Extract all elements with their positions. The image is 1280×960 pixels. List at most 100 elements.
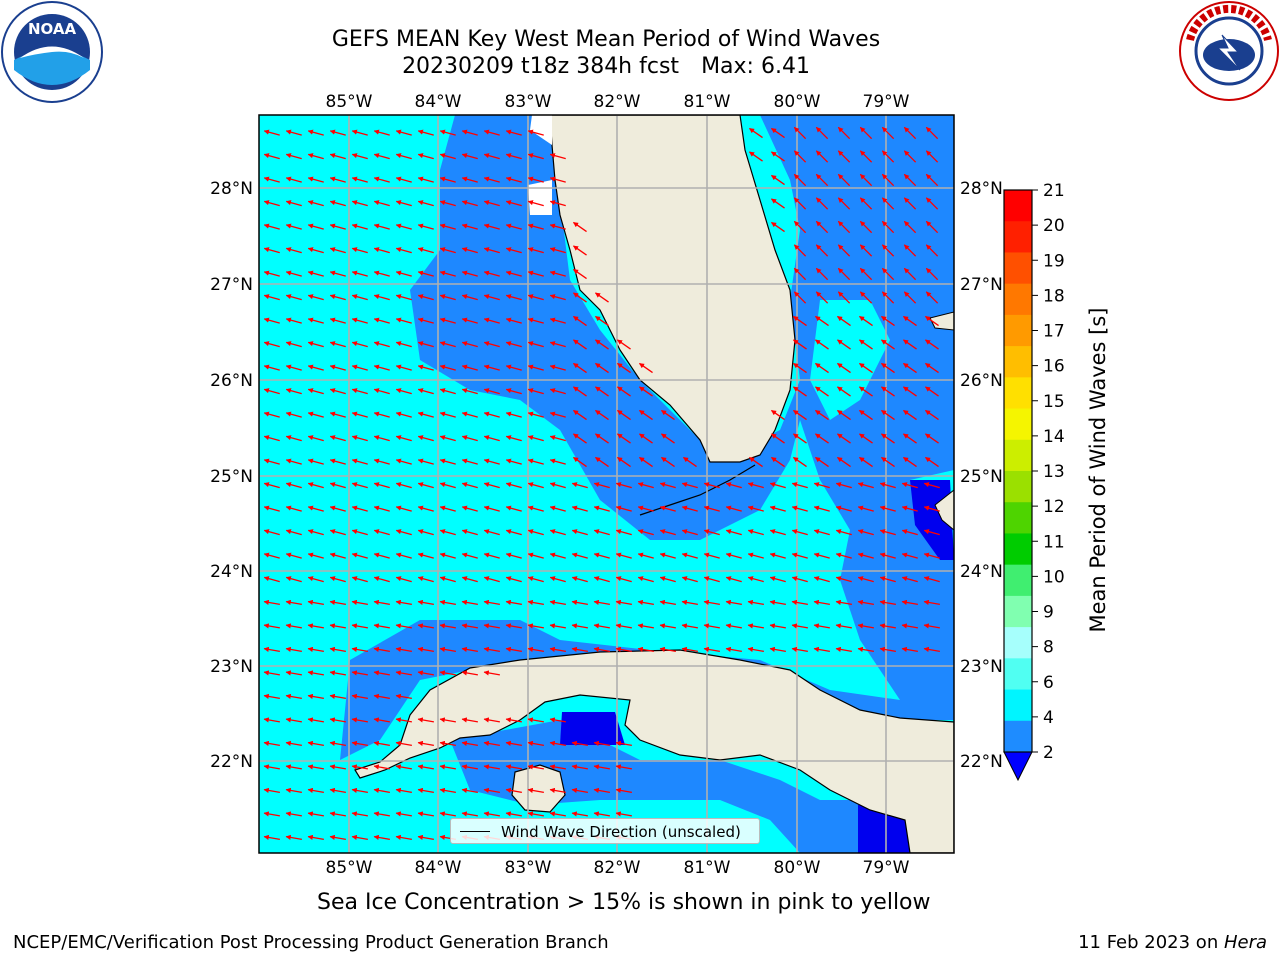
wind-wave-arrow <box>417 811 434 817</box>
wind-wave-arrow <box>859 409 873 421</box>
wind-wave-arrow <box>373 811 390 817</box>
wind-wave-arrow <box>747 576 764 583</box>
latitude-tick-label: 27°N <box>210 275 253 295</box>
wind-wave-arrow <box>373 646 390 653</box>
wind-wave-arrow <box>925 220 939 234</box>
wind-wave-arrow <box>417 834 434 841</box>
wind-wave-arrow <box>285 458 302 465</box>
wind-wave-arrow <box>351 294 368 301</box>
wind-wave-arrow <box>595 409 609 421</box>
wind-wave-arrow <box>859 456 873 468</box>
wind-wave-arrow <box>659 576 676 583</box>
wind-wave-arrow <box>285 247 302 254</box>
wind-wave-arrow <box>373 247 390 254</box>
wind-wave-arrow <box>373 505 390 512</box>
wind-wave-arrow <box>417 552 434 559</box>
colorbar-tick-label: 15 <box>1043 392 1065 412</box>
wind-wave-arrow <box>439 317 456 324</box>
colorbar-segment <box>1004 252 1032 285</box>
wind-wave-arrow <box>549 388 566 395</box>
wind-wave-arrow <box>285 623 302 629</box>
colorbar: 21 20 19 18 17 16 15 14 13 12 11 10 9 8 6 4 2 <box>1003 181 1065 782</box>
wind-wave-arrow <box>395 176 412 183</box>
colorbar-tick-label: 12 <box>1043 497 1065 517</box>
wind-wave-arrow <box>461 411 478 418</box>
wind-wave-arrow <box>329 364 346 371</box>
wind-wave-arrow <box>815 244 829 257</box>
wind-wave-arrow <box>329 388 346 395</box>
wind-wave-arrow <box>351 717 368 723</box>
wind-wave-arrow <box>725 576 742 583</box>
wind-wave-arrow <box>263 576 280 583</box>
wind-wave-arrow <box>549 623 566 629</box>
wind-wave-arrow <box>417 176 434 183</box>
wind-wave-arrow <box>771 433 785 444</box>
wind-wave-arrow <box>439 388 456 395</box>
wind-wave-arrow <box>263 717 280 723</box>
wind-wave-arrow <box>815 173 829 187</box>
wind-wave-arrow <box>639 409 653 421</box>
wind-wave-arrow <box>925 197 939 210</box>
wind-wave-arrow <box>881 433 895 444</box>
wind-wave-arrow <box>417 435 434 442</box>
ocean-low-patch-east <box>810 300 890 420</box>
wind-wave-arrow <box>703 552 720 559</box>
wind-wave-arrow <box>461 458 478 465</box>
wind-wave-arrow <box>881 409 895 421</box>
wind-wave-arrow <box>395 341 412 348</box>
wind-wave-arrow <box>263 764 280 770</box>
noaa-logo: NOAA <box>1 1 103 103</box>
wind-wave-arrow <box>483 599 500 606</box>
colorbar-segment <box>1004 190 1032 222</box>
wind-wave-arrow <box>263 811 280 817</box>
wind-wave-arrow <box>837 291 851 304</box>
wind-wave-arrow <box>549 317 566 324</box>
wind-wave-arrow <box>925 339 939 350</box>
wind-wave-arrow <box>837 173 851 187</box>
wind-wave-arrow <box>505 740 522 747</box>
wind-wave-arrow <box>571 787 588 794</box>
wind-wave-arrow <box>527 505 544 512</box>
wind-wave-arrow <box>747 623 764 629</box>
wind-wave-arrow <box>395 247 412 254</box>
wind-wave-arrow <box>329 552 346 559</box>
wind-wave-arrow <box>813 552 830 559</box>
colorbar-tick-label: 13 <box>1043 462 1065 482</box>
wind-wave-arrow <box>307 482 324 489</box>
wind-wave-arrow <box>307 670 324 676</box>
colorbar-segment <box>1004 595 1032 628</box>
wind-wave-arrow <box>461 552 478 559</box>
wind-wave-arrow <box>285 740 302 747</box>
colorbar-segment <box>1004 689 1032 722</box>
wind-wave-arrow <box>395 317 412 324</box>
latitude-tick-label: 23°N <box>960 657 1003 677</box>
ocean-mid-period-cuba-north <box>340 620 954 760</box>
wind-wave-arrow <box>417 529 434 536</box>
wind-wave-arrow <box>573 245 587 256</box>
wind-wave-arrow <box>527 787 544 794</box>
wind-wave-arrow <box>527 176 544 183</box>
wind-wave-arrow <box>505 129 522 136</box>
wind-wave-arrow <box>681 576 698 583</box>
wind-wave-arrow <box>815 267 829 281</box>
wind-wave-arrow <box>439 787 456 794</box>
wind-wave-arrow <box>857 529 874 536</box>
wind-wave-arrow <box>813 623 830 629</box>
wind-wave-arrow <box>769 576 786 583</box>
wind-wave-arrow <box>549 364 566 371</box>
wind-wave-arrow <box>749 127 763 139</box>
wind-wave-arrow <box>395 270 412 277</box>
wind-wave-arrow <box>815 386 829 397</box>
wind-wave-arrow <box>439 482 456 489</box>
wind-wave-arrow <box>439 670 456 676</box>
wind-wave-arrow <box>549 811 566 817</box>
wind-wave-arrow <box>373 223 390 230</box>
wind-wave-arrow <box>307 364 324 371</box>
wind-wave-arrow <box>461 576 478 583</box>
wind-wave-arrow <box>769 482 786 489</box>
wind-wave-arrow <box>573 268 587 280</box>
wind-wave-arrow <box>395 693 412 700</box>
wind-wave-arrow <box>527 223 544 230</box>
wind-wave-arrow <box>527 247 544 254</box>
wind-wave-arrow <box>395 458 412 465</box>
